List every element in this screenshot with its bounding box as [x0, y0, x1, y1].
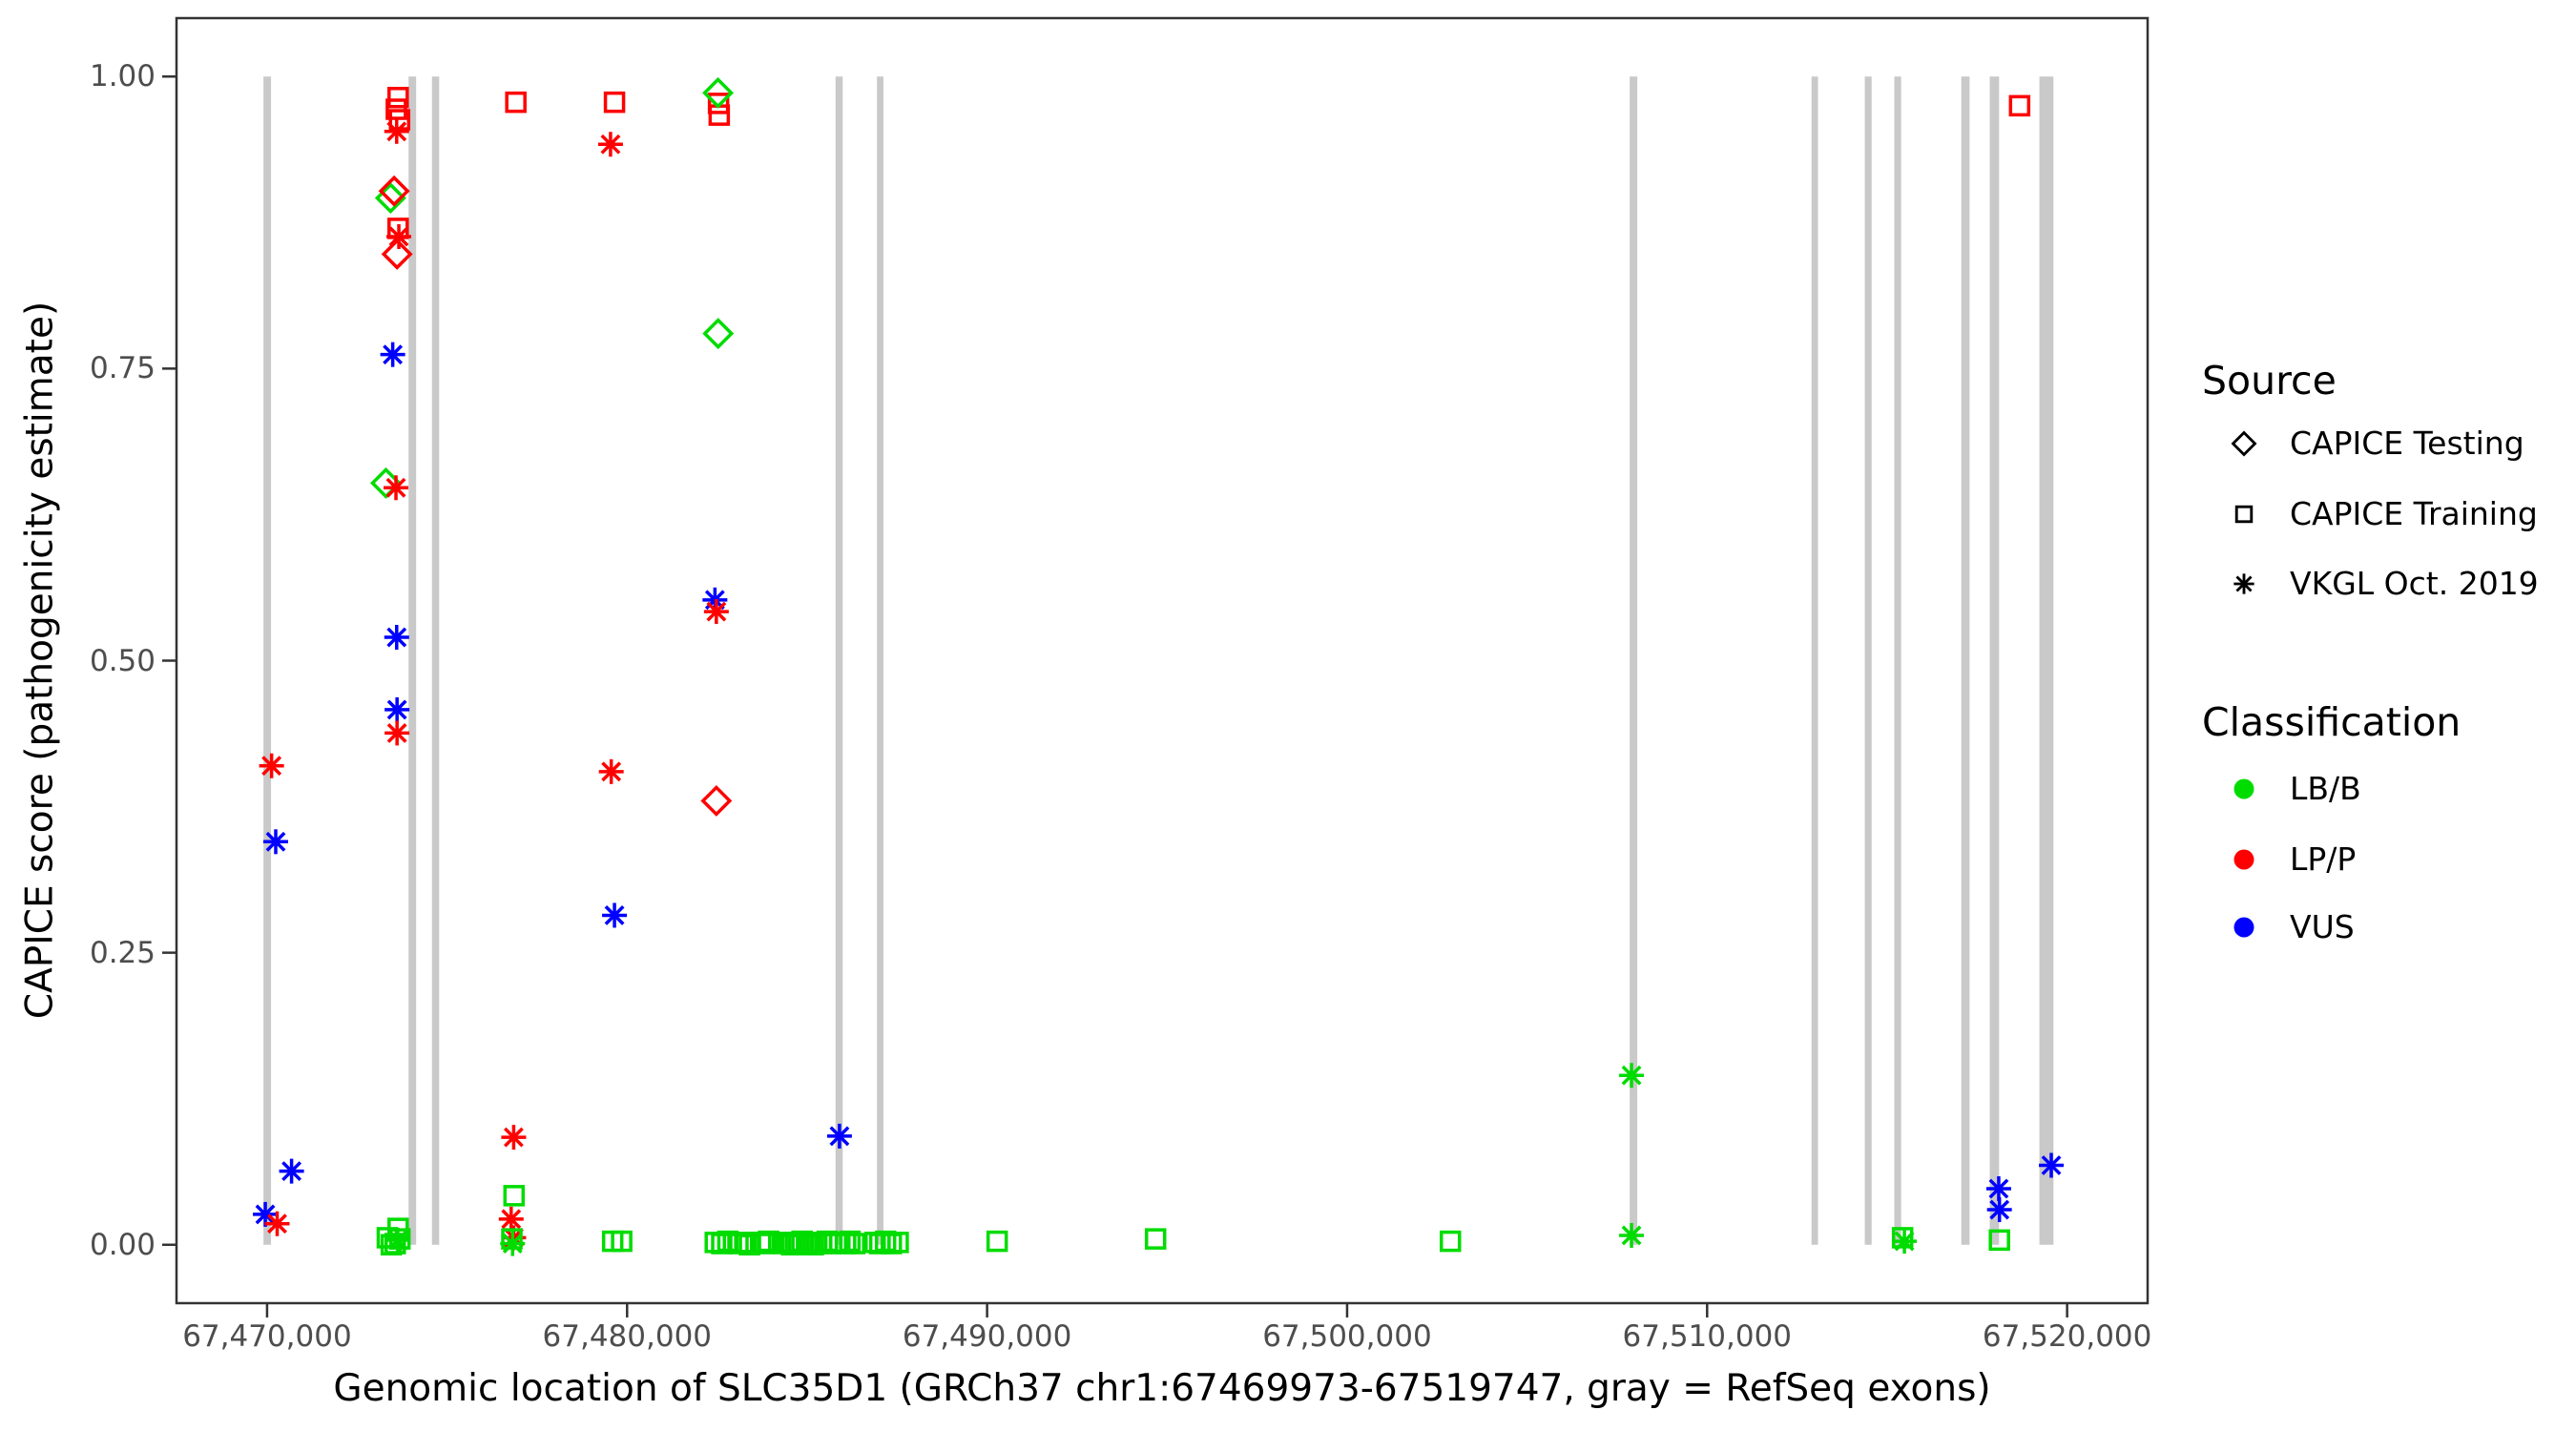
- data-point-square: [1891, 1227, 1914, 1249]
- data-point-asterisk: [2039, 1152, 2065, 1178]
- x-tick-label: 67,500,000: [1262, 1319, 1432, 1354]
- data-point-square: [380, 1234, 403, 1256]
- x-tick-label: 67,490,000: [902, 1319, 1072, 1354]
- legend-classification-title: Classification: [2202, 699, 2462, 745]
- data-point-asterisk: [598, 758, 624, 784]
- data-point-square: [1144, 1228, 1167, 1250]
- data-point-asterisk: [602, 902, 628, 928]
- exon-bar: [877, 76, 883, 1245]
- x-tick-label: 67,510,000: [1622, 1319, 1793, 1354]
- data-point-asterisk: [1986, 1197, 2012, 1223]
- y-tick-label: 0.50: [89, 643, 156, 678]
- y-tick-label: 0.00: [89, 1227, 156, 1262]
- data-point-asterisk: [384, 475, 409, 501]
- data-point-diamond: [2231, 430, 2257, 457]
- data-point-diamond: [702, 318, 735, 350]
- data-point-square: [986, 1230, 1008, 1253]
- x-axis-title: Genomic location of SLC35D1 (GRCh37 chr1…: [333, 1367, 1991, 1410]
- data-point-square: [1988, 1229, 2010, 1252]
- data-point-square: [758, 1230, 779, 1253]
- x-tick-label: 67,520,000: [1982, 1319, 2152, 1354]
- data-point-diamond: [378, 175, 410, 207]
- exon-bar: [835, 76, 843, 1245]
- data-point-asterisk: [498, 1206, 524, 1232]
- y-tick-label: 1.00: [89, 59, 156, 94]
- data-point-square: [2234, 505, 2254, 524]
- data-point-asterisk: [384, 625, 409, 651]
- data-point-square: [2008, 94, 2031, 117]
- data-point-square: [708, 104, 731, 126]
- exon-bar: [263, 76, 272, 1245]
- data-point-square: [711, 1233, 733, 1255]
- data-point-asterisk: [253, 1201, 279, 1227]
- data-point-square: [603, 91, 626, 114]
- data-point-asterisk: [384, 118, 409, 144]
- exon-bar: [1811, 76, 1818, 1245]
- exon-bar: [1961, 76, 1970, 1245]
- data-point-square: [503, 1185, 526, 1207]
- exon-bar: [1894, 76, 1901, 1245]
- data-point-asterisk: [1892, 1229, 1918, 1255]
- data-point-dot: [2233, 778, 2254, 799]
- data-point-diamond: [381, 238, 413, 270]
- data-point-asterisk: [501, 1125, 527, 1151]
- data-point-square: [707, 93, 730, 114]
- data-point-asterisk: [1985, 1175, 2011, 1201]
- exon-bar: [431, 76, 440, 1245]
- data-point-asterisk: [259, 753, 284, 778]
- data-point-diamond: [700, 784, 733, 817]
- legend-item-VUS: VUS: [2290, 908, 2355, 945]
- data-point-asterisk: [380, 342, 405, 367]
- exon-bar: [1630, 76, 1638, 1245]
- data-point-square: [874, 1230, 897, 1253]
- exon-bar: [1989, 76, 2000, 1245]
- data-point-asterisk: [279, 1158, 304, 1184]
- data-point-square: [387, 87, 409, 109]
- data-point-asterisk: [384, 696, 410, 722]
- data-point-asterisk: [262, 829, 288, 855]
- data-point-asterisk: [826, 1123, 852, 1149]
- data-point-asterisk: [703, 599, 729, 625]
- exon-bar: [1864, 76, 1872, 1245]
- legend-item-testing: CAPICE Testing: [2290, 425, 2524, 462]
- legend-item-vkgl: VKGL Oct. 2019: [2290, 565, 2539, 602]
- x-tick-label: 67,470,000: [182, 1319, 352, 1354]
- data-point-square: [505, 91, 527, 114]
- data-point-square: [611, 1230, 633, 1253]
- exon-bar: [408, 76, 417, 1245]
- data-point-diamond: [702, 76, 735, 109]
- exon-bar: [2039, 76, 2054, 1245]
- data-point-asterisk: [1619, 1222, 1645, 1248]
- x-tick-label: 67,480,000: [542, 1319, 713, 1354]
- data-point-square: [839, 1230, 862, 1253]
- data-point-asterisk: [384, 720, 410, 746]
- y-axis-title: CAPICE score (pathogenicity estimate): [18, 301, 62, 1020]
- data-point-square: [843, 1233, 866, 1255]
- data-point-square: [1439, 1230, 1462, 1253]
- data-point-asterisk: [2233, 573, 2254, 594]
- legend-item-LP-P: LP/P: [2290, 840, 2357, 878]
- data-point-asterisk: [1619, 1063, 1645, 1089]
- data-point-asterisk: [500, 1231, 526, 1256]
- data-point-asterisk: [264, 1211, 290, 1236]
- data-point-square: [887, 1232, 909, 1254]
- legend-item-LB-B: LB/B: [2290, 770, 2361, 807]
- data-point-dot: [2233, 917, 2254, 938]
- data-point-dot: [2233, 849, 2254, 870]
- data-point-asterisk: [384, 1227, 410, 1253]
- y-tick-label: 0.25: [89, 935, 156, 970]
- y-tick-label: 0.75: [89, 351, 156, 386]
- legend-source-title: Source: [2202, 358, 2337, 404]
- data-point-asterisk: [386, 223, 412, 249]
- legend-item-training: CAPICE Training: [2290, 495, 2538, 532]
- plot-panel-border: [175, 16, 2150, 1305]
- data-point-asterisk: [597, 132, 623, 157]
